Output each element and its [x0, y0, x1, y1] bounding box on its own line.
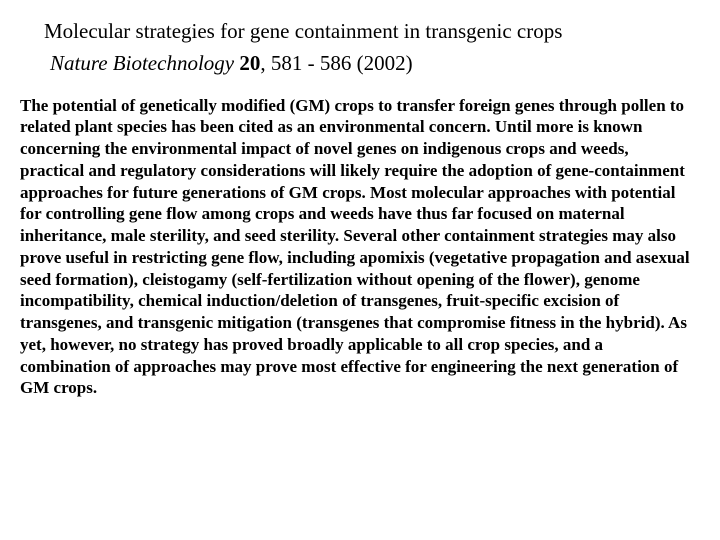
journal-volume: 20 — [239, 51, 260, 75]
journal-name: Nature Biotechnology — [50, 51, 234, 75]
journal-pages-year: , 581 - 586 (2002) — [260, 51, 412, 75]
abstract-text: The potential of genetically modified (G… — [20, 95, 696, 400]
article-title: Molecular strategies for gene containmen… — [44, 18, 700, 44]
document-page: Molecular strategies for gene containmen… — [0, 0, 720, 419]
citation-line: Nature Biotechnology 20, 581 - 586 (2002… — [50, 50, 700, 76]
